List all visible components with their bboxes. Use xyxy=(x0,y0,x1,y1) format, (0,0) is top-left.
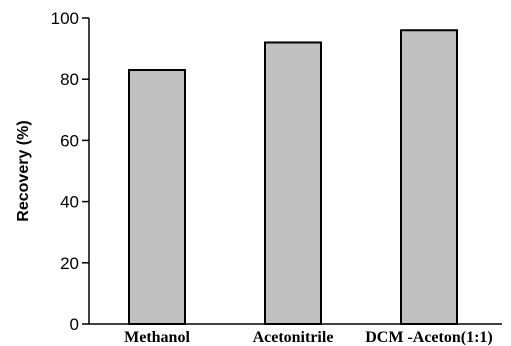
category-label: Acetonitrile xyxy=(253,329,334,346)
y-tick-label: 20 xyxy=(60,254,79,273)
y-axis-label: Recovery (%) xyxy=(15,120,32,221)
y-tick-label: 60 xyxy=(60,131,79,150)
y-tick-label: 0 xyxy=(70,315,79,334)
category-labels: Methanol Acetonitrile DCM -Aceton(1:1) xyxy=(124,329,493,346)
y-tick-label: 100 xyxy=(51,9,79,28)
category-label: DCM -Aceton(1:1) xyxy=(365,329,493,346)
category-label: Methanol xyxy=(124,329,190,346)
bar xyxy=(264,41,322,325)
bar xyxy=(128,69,186,325)
plot-area: 0 20 40 60 80 100 Methanol Acetonitrile DCM -Ac… xyxy=(51,9,502,346)
y-tick-label: 40 xyxy=(60,193,79,212)
y-axis-ticks: 0 20 40 60 80 100 xyxy=(51,9,89,334)
y-tick-label: 80 xyxy=(60,70,79,89)
bar xyxy=(400,29,458,326)
bars xyxy=(128,29,458,326)
